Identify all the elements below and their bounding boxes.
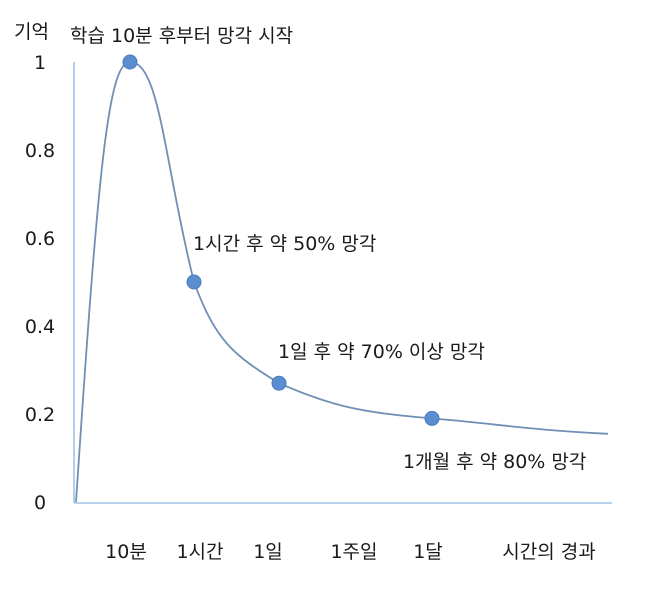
y-axis-label: 기억 [14,21,49,43]
y-tick-label: 0.8 [25,140,55,162]
x-tick-label: 1시간 [176,541,223,563]
x-tick-labels: 10분 1시간 1일 1주일 1달 시간의 경과 [105,541,596,563]
annotation-1month: 1개월 후 약 80% 망각 [403,451,586,473]
data-point-marker [122,54,138,70]
x-tick-label: 10분 [105,541,147,563]
y-tick-label: 0.4 [25,316,55,338]
x-tick-label: 1주일 [330,541,377,563]
y-tick-label: 1 [34,52,46,74]
annotation-start-forgetting: 학습 10분 후부터 망각 시작 [70,25,293,47]
forgetting-curve-line [75,61,609,503]
y-tick-label: 0 [34,492,46,514]
data-point-marker [186,274,202,290]
data-point-marker [424,410,440,426]
y-tick-label: 0.2 [25,404,55,426]
annotation-1hour: 1시간 후 약 50% 망각 [193,233,376,255]
y-tick-label: 0.6 [25,228,55,250]
annotation-1day: 1일 후 약 70% 이상 망각 [278,341,485,363]
y-tick-labels: 1 0.8 0.6 0.4 0.2 0 [25,52,55,514]
data-point-marker [271,375,287,391]
x-tick-label: 시간의 경과 [502,541,595,563]
x-tick-label: 1일 [253,541,283,563]
data-markers [122,54,440,426]
x-tick-label: 1달 [413,541,443,563]
